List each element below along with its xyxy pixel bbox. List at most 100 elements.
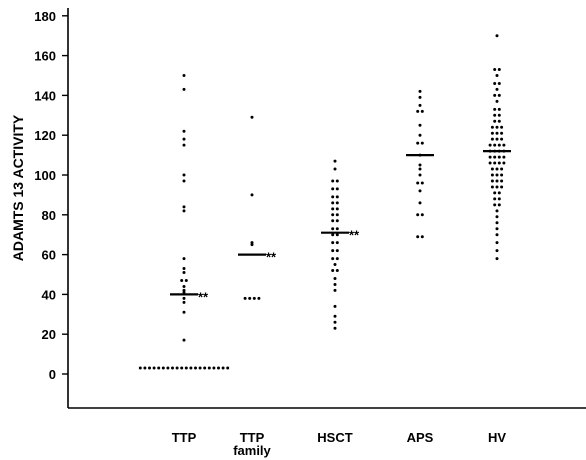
data-point	[182, 209, 186, 213]
data-point	[331, 249, 335, 253]
data-point	[182, 290, 186, 294]
median-lines: ** ** **	[170, 150, 511, 304]
data-point	[495, 173, 499, 177]
data-point	[333, 159, 337, 163]
data-point	[502, 155, 506, 159]
data-point	[331, 213, 335, 217]
data-point	[182, 267, 186, 271]
data-point	[335, 213, 339, 217]
y-tick-label: 100	[34, 168, 56, 183]
data-point	[497, 197, 501, 201]
data-point	[500, 167, 504, 171]
data-point	[194, 366, 197, 370]
data-point	[500, 179, 504, 183]
data-point	[497, 93, 501, 97]
data-point	[497, 107, 501, 111]
data-point	[333, 263, 337, 267]
data-point	[331, 179, 335, 183]
data-point	[418, 163, 422, 167]
data-point	[495, 249, 499, 253]
y-tick-label: 20	[42, 327, 56, 342]
data-point	[500, 137, 504, 141]
data-point	[490, 179, 494, 183]
data-point	[502, 143, 506, 147]
data-point	[497, 81, 501, 85]
data-point	[497, 119, 501, 123]
data-point	[250, 243, 254, 247]
data-point	[252, 296, 256, 300]
data-point	[418, 123, 422, 127]
data-point	[493, 155, 497, 159]
data-point	[497, 143, 501, 147]
data-point	[416, 141, 420, 145]
data-point	[495, 185, 499, 189]
data-point	[497, 203, 501, 207]
data-point	[488, 143, 492, 147]
data-point	[184, 278, 188, 282]
data-point	[335, 195, 339, 199]
data-point	[184, 366, 188, 370]
data-point	[182, 137, 186, 141]
data-point	[490, 167, 494, 171]
x-category-label: HSCT	[317, 430, 352, 445]
y-tick-label: 80	[42, 208, 56, 223]
data-point	[418, 173, 422, 177]
data-point	[418, 95, 422, 99]
y-tick-label: 160	[34, 49, 56, 64]
data-point	[500, 125, 504, 129]
data-point	[331, 233, 335, 237]
data-point	[495, 215, 499, 219]
y-tick-label: 40	[42, 287, 56, 302]
data-point	[420, 181, 424, 185]
data-point	[335, 187, 339, 191]
data-point	[182, 257, 186, 261]
data-point	[488, 161, 492, 165]
data-point	[182, 300, 186, 304]
data-point	[182, 271, 186, 275]
data-point	[152, 366, 156, 370]
data-point	[333, 304, 337, 308]
data-point	[416, 109, 420, 113]
data-point	[495, 74, 499, 77]
data-point	[138, 366, 142, 370]
data-point	[331, 219, 335, 223]
data-point	[493, 81, 497, 85]
data-point	[418, 103, 422, 107]
data-point	[493, 107, 497, 111]
data-point	[490, 131, 494, 135]
data-point	[335, 219, 339, 223]
data-point	[335, 249, 339, 253]
data-point	[331, 195, 335, 199]
data-point	[331, 201, 335, 205]
data-point	[416, 235, 420, 239]
data-point	[493, 161, 497, 165]
data-point	[248, 296, 252, 300]
data-point	[497, 68, 501, 72]
data-point	[331, 227, 335, 231]
data-point	[495, 131, 499, 135]
data-point	[335, 241, 339, 245]
data-point	[493, 203, 497, 207]
data-point	[420, 235, 424, 239]
data-point	[182, 179, 186, 183]
data-point	[333, 282, 337, 286]
data-point	[333, 314, 337, 318]
data-point	[495, 233, 499, 237]
data-point	[495, 167, 499, 171]
data-point	[331, 241, 335, 245]
data-point	[490, 185, 494, 189]
data-point	[493, 119, 497, 123]
data-point	[203, 366, 207, 370]
data-point	[143, 366, 147, 370]
data-point	[495, 99, 499, 103]
data-point	[500, 173, 504, 177]
data-point	[182, 173, 186, 177]
data-point	[175, 366, 179, 370]
data-point	[333, 276, 337, 280]
data-points	[138, 34, 506, 370]
data-point	[182, 338, 186, 342]
significance-marker: **	[198, 289, 209, 304]
data-point	[257, 296, 261, 300]
axes	[67, 8, 586, 409]
